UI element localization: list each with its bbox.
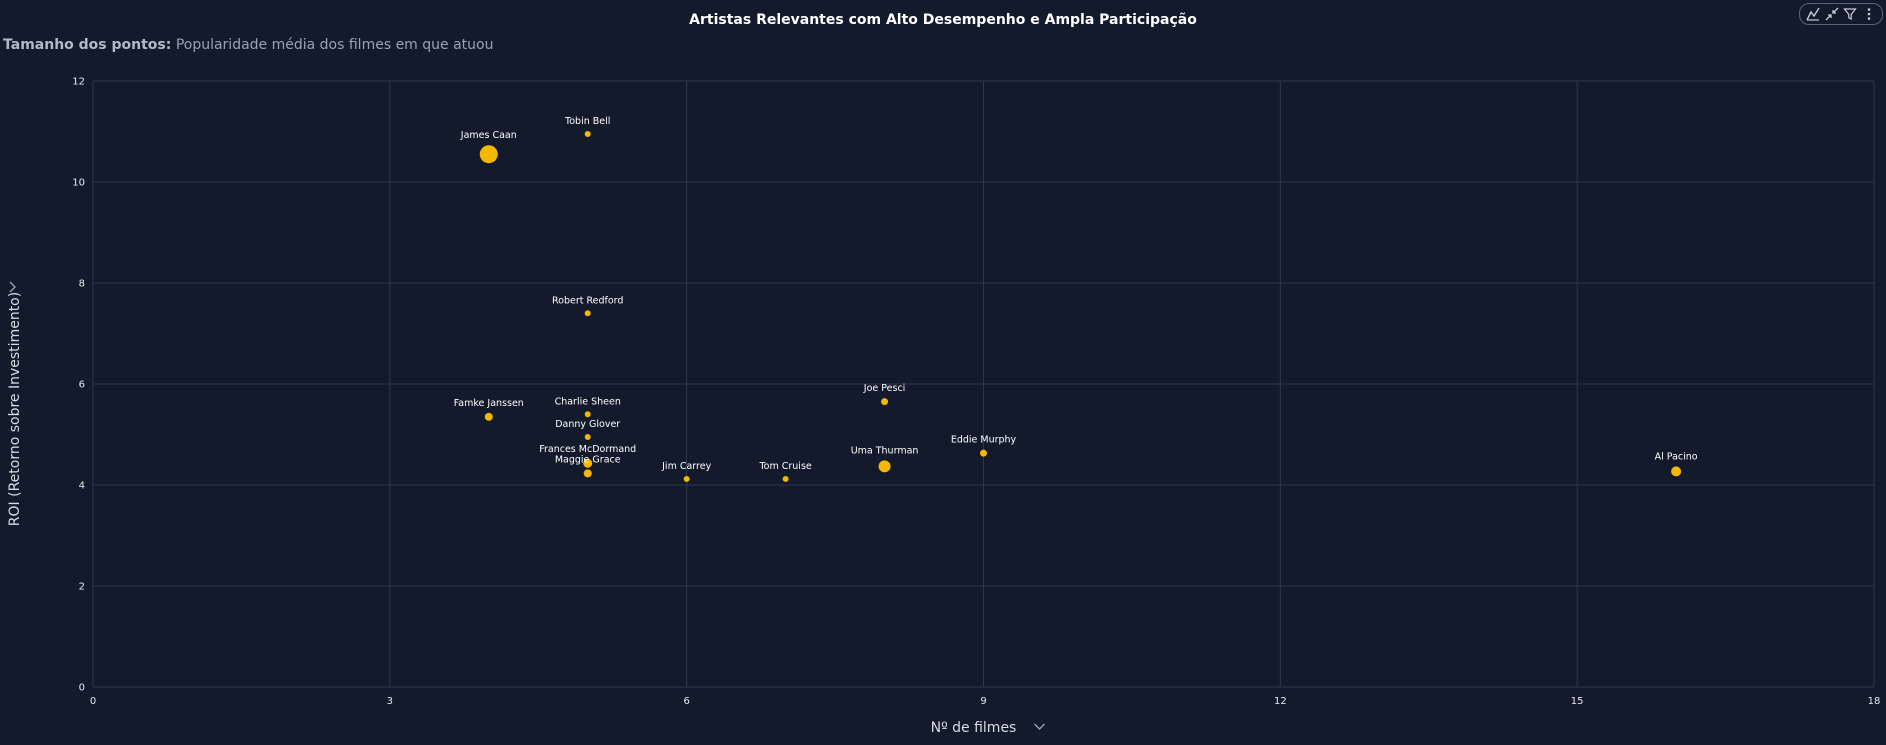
- x-tick-label: 0: [90, 696, 96, 707]
- point-label: Charlie Sheen: [555, 396, 621, 407]
- chart-title: Artistas Relevantes com Alto Desempenho …: [689, 12, 1197, 28]
- scatter-point[interactable]: [878, 460, 891, 473]
- data-points: James Caan Tobin Bell Robert Redford Famke …: [454, 116, 1698, 482]
- x-tick-label: 3: [387, 696, 393, 707]
- point-label: Tom Cruise: [758, 461, 811, 472]
- x-tick-label: 9: [980, 696, 986, 707]
- scatter-point[interactable]: [782, 475, 789, 482]
- point-label: Al Pacino: [1655, 451, 1698, 462]
- scatter-point[interactable]: [583, 458, 593, 468]
- point-label: Uma Thurman: [851, 445, 919, 456]
- scatter-point[interactable]: [479, 145, 498, 164]
- filter-icon[interactable]: [1842, 6, 1858, 22]
- y-axis-title: ROI (Retorno sobre Investimento): [7, 292, 23, 526]
- x-tick-label: 12: [1274, 696, 1287, 707]
- scatter-point[interactable]: [1671, 466, 1682, 477]
- grid: [92, 80, 1875, 688]
- y-tick-label: 4: [79, 481, 85, 492]
- x-axis-chevron-down-icon[interactable]: [1034, 723, 1045, 730]
- scatter-point[interactable]: [583, 469, 592, 478]
- point-size-legend-text: Popularidade média dos filmes em que atu…: [175, 37, 494, 53]
- y-tick-label: 8: [79, 279, 85, 290]
- point-label: Danny Glover: [555, 419, 620, 430]
- y-tick-label: 2: [79, 582, 85, 593]
- point-size-legend-prefix: Tamanho dos pontos:: [3, 37, 172, 53]
- point-label: James Caan: [460, 130, 517, 141]
- point-label: Tobin Bell: [564, 116, 610, 127]
- more-options-icon[interactable]: [1861, 6, 1877, 22]
- x-tick-label: 6: [683, 696, 689, 707]
- chart-toolbar: [1799, 3, 1883, 25]
- scatter-point[interactable]: [683, 475, 690, 482]
- y-tick-label: 0: [79, 683, 85, 694]
- point-label: Famke Janssen: [454, 398, 524, 409]
- scatter-point[interactable]: [584, 131, 591, 138]
- scatter-point[interactable]: [584, 411, 591, 418]
- chart-settings-icon[interactable]: [1805, 6, 1821, 22]
- point-label: Jim Carrey: [661, 461, 711, 472]
- y-tick-label: 12: [72, 77, 85, 88]
- point-label: Robert Redford: [552, 295, 624, 306]
- y-tick-label: 10: [72, 178, 85, 189]
- point-size-legend: Tamanho dos pontos: Popularidade média d…: [3, 37, 493, 53]
- collapse-icon[interactable]: [1824, 6, 1840, 22]
- point-label: Maggie Grace: [555, 454, 621, 465]
- scatter-point[interactable]: [584, 434, 591, 441]
- axis-titles: Nº de filmes ROI (Retorno sobre Investim…: [7, 281, 1045, 736]
- y-axis-chevron-icon[interactable]: [9, 281, 16, 293]
- point-label: Joe Pesci: [863, 383, 906, 394]
- x-tick-label: 15: [1571, 696, 1584, 707]
- scatter-point[interactable]: [881, 398, 889, 406]
- scatter-point[interactable]: [484, 412, 493, 421]
- x-axis-title: Nº de filmes: [931, 720, 1017, 736]
- y-tick-label: 6: [79, 380, 85, 391]
- x-tick-label: 18: [1868, 696, 1881, 707]
- point-label: Frances McDormand: [539, 444, 636, 455]
- scatter-point[interactable]: [980, 449, 987, 457]
- scatter-point[interactable]: [584, 310, 591, 317]
- point-label: Eddie Murphy: [951, 435, 1017, 446]
- axis-ticks: 0 3 6 9 12 15 18 0 2 4 6 8 10 12: [72, 77, 1880, 708]
